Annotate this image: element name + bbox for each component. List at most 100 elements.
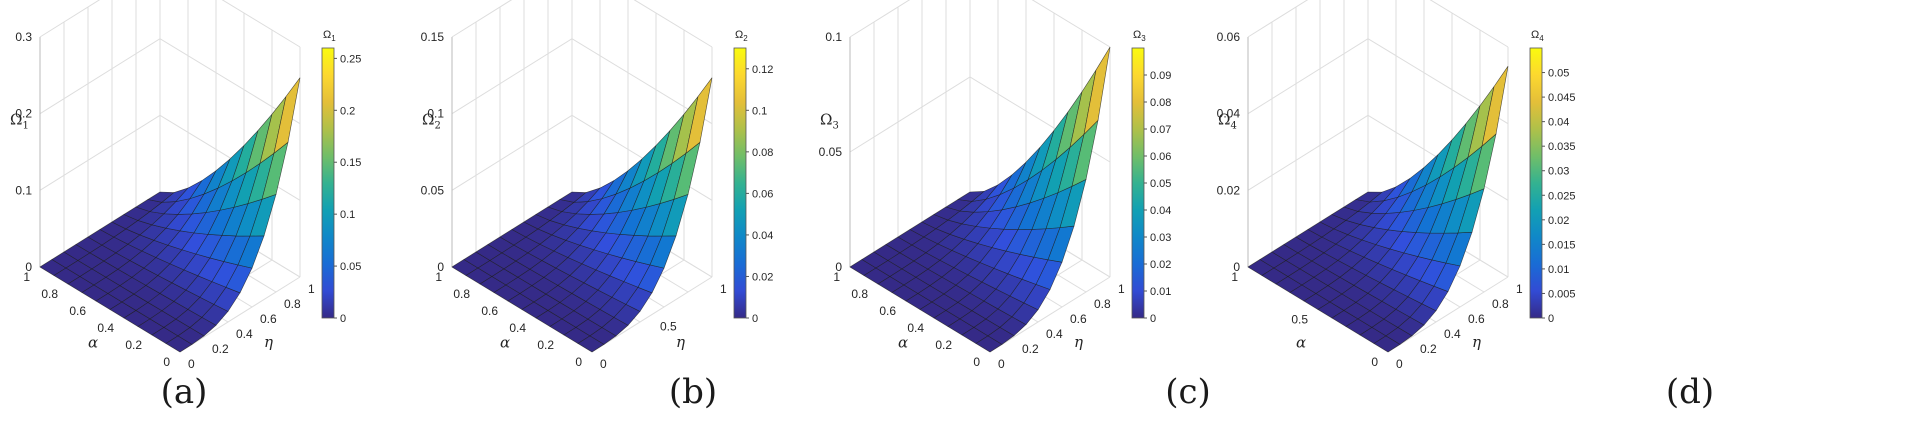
alpha-tick-label: 0.6: [481, 304, 498, 318]
z-tick-label: 0.1: [427, 107, 444, 121]
z-tick-label: 0.1: [825, 30, 842, 44]
grid-line: [39, 38, 301, 125]
alpha-tick-label: 0.8: [851, 287, 868, 301]
colorbar-tick-label: 0: [1548, 313, 1554, 325]
colorbar-tick-label: 0: [1150, 313, 1156, 325]
surface-patch: [1481, 65, 1509, 147]
eta-tick-label: 0.2: [212, 342, 229, 356]
colorbar-tick-label: 0.04: [752, 230, 773, 242]
grid-line: [989, 276, 1111, 353]
colorbar: [733, 47, 747, 319]
alpha-tick-label: 0.2: [935, 338, 952, 352]
eta-axis-label: η: [1074, 333, 1083, 351]
colorbar-tick-label: 0.06: [1150, 151, 1171, 163]
eta-tick-label: 0.4: [236, 327, 253, 341]
caption-a: (a): [160, 372, 208, 412]
z-tick-label: 0.05: [819, 145, 843, 159]
colorbar-tick-label: 0.03: [1150, 232, 1171, 244]
z-tick-label: 0.1: [15, 183, 32, 197]
z-tick-label: 0.06: [1217, 30, 1241, 44]
eta-tick-label: 1: [1516, 282, 1523, 296]
alpha-tick-label: 0.2: [125, 338, 142, 352]
alpha-tick-label: 0.8: [41, 287, 58, 301]
surface: [39, 77, 301, 353]
colorbar-tick-label: 0.08: [752, 147, 773, 159]
z-tick-label: 0: [437, 260, 444, 274]
z-tick-label: 0.05: [421, 183, 445, 197]
panel-b: 0 0.05 0.1 0.15 0 0.2 0.4 0.6 0.8 1 0 0.5 1 α η Ω2 0 0.02…: [412, 0, 888, 423]
colorbar-tick-label: 0.15: [340, 157, 361, 169]
alpha-tick-label: 0.8: [453, 287, 470, 301]
colorbar-title: Ω3: [1133, 29, 1146, 43]
z-tick-label: 0.02: [1217, 183, 1241, 197]
eta-tick-label: 1: [1118, 282, 1125, 296]
eta-tick-label: 0: [998, 357, 1005, 371]
eta-axis-label: η: [1472, 333, 1481, 351]
eta-tick-label: 0: [600, 357, 607, 371]
colorbar-tick-label: 0.1: [752, 105, 767, 117]
colorbar: [1529, 47, 1543, 319]
alpha-tick-label: 0.6: [69, 304, 86, 318]
colorbar-tick-label: 0: [752, 313, 758, 325]
eta-tick-label: 0.5: [660, 320, 677, 334]
alpha-tick-label: 0.6: [879, 304, 896, 318]
colorbar-tick-label: 0.005: [1548, 288, 1576, 300]
eta-tick-label: 0.4: [1046, 327, 1063, 341]
alpha-tick-label: 0.2: [537, 338, 554, 352]
caption-d: (d): [1665, 372, 1715, 412]
grid-line: [39, 0, 301, 48]
colorbar-tick-label: 0.01: [1150, 286, 1171, 298]
alpha-tick-label: 1: [23, 270, 30, 284]
colorbar-tick-label: 0.05: [340, 261, 361, 273]
colorbar-tick-label: 0.08: [1150, 97, 1171, 109]
eta-tick-label: 1: [720, 282, 727, 296]
alpha-tick-label: 0: [973, 355, 980, 369]
z-axis-label: Ω3: [820, 110, 839, 131]
grid-line: [849, 0, 1111, 48]
grid-line: [1387, 276, 1509, 353]
eta-tick-label: 0: [1396, 357, 1403, 371]
surface: [451, 77, 713, 353]
z-tick-label: 0.04: [1217, 107, 1241, 121]
z-tick-label: 0.2: [15, 107, 32, 121]
grid-line: [179, 276, 301, 353]
surface-patch: [273, 77, 301, 154]
eta-tick-label: 0.6: [1468, 312, 1485, 326]
z-tick-label: 0: [1233, 260, 1240, 274]
grid-line: [1247, 0, 1509, 48]
grid-line: [451, 38, 713, 125]
eta-tick-label: 0.6: [260, 312, 277, 326]
alpha-tick-label: 0.5: [1291, 313, 1308, 327]
eta-axis-label: η: [676, 333, 685, 351]
colorbar-tick-label: 0.04: [1548, 117, 1569, 129]
eta-tick-label: 0.8: [1094, 297, 1111, 311]
alpha-tick-label: 1: [435, 270, 442, 284]
caption-b: (b): [668, 372, 718, 412]
colorbar-tick-label: 0.025: [1548, 190, 1576, 202]
colorbar-tick-label: 0.035: [1548, 141, 1576, 153]
alpha-axis-label: α: [88, 334, 98, 352]
z-tick-label: 0: [835, 260, 842, 274]
colorbar-tick-label: 0.12: [752, 64, 773, 76]
colorbar-tick-label: 0.05: [1150, 178, 1171, 190]
colorbar-tick-label: 0.06: [752, 188, 773, 200]
colorbar: [1131, 47, 1145, 319]
z-tick-label: 0.15: [421, 30, 445, 44]
alpha-tick-label: 0: [163, 355, 170, 369]
eta-tick-label: 0.2: [1420, 342, 1437, 356]
alpha-axis-label: α: [500, 334, 510, 352]
colorbar-tick-label: 0.02: [1548, 215, 1569, 227]
alpha-axis-label: α: [898, 334, 908, 352]
grid-line: [591, 276, 713, 353]
colorbar-tick-label: 0.02: [1150, 259, 1171, 271]
eta-tick-label: 1: [308, 282, 315, 296]
eta-axis-label: η: [264, 333, 273, 351]
z-tick-label: 0.3: [15, 30, 32, 44]
z-tick-label: 0: [25, 260, 32, 274]
grid-line: [1247, 38, 1509, 125]
colorbar-title: Ω1: [323, 29, 336, 43]
